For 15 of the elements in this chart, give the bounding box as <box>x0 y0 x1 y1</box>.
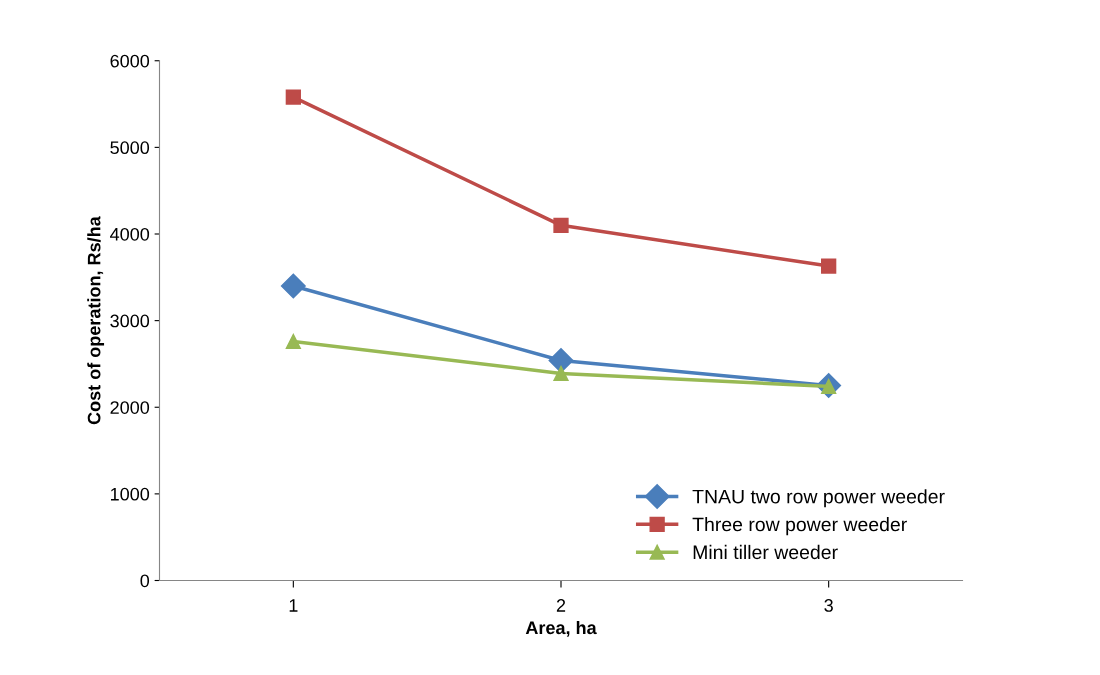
legend-label: Three row power weeder <box>692 517 907 536</box>
x-tick-label: 2 <box>556 599 566 612</box>
y-tick-label: 4000 <box>110 227 150 241</box>
x-axis-title: Area, ha <box>525 620 597 637</box>
x-tick-label: 3 <box>824 599 833 612</box>
x-tick-label: 1 <box>289 599 298 612</box>
y-tick-label: 0 <box>140 574 150 588</box>
y-tick-label: 2000 <box>110 401 150 414</box>
legend-label: Mini tiller weeder <box>693 544 838 560</box>
legend-label: TNAU two row power weeder <box>692 489 945 508</box>
y-axis-title: Cost of operation, Rs/ha <box>87 216 105 425</box>
y-tick-label: 1000 <box>110 487 150 501</box>
y-tick-label: 3000 <box>110 314 150 328</box>
y-tick-label: 6000 <box>110 54 150 68</box>
y-tick-label: 5000 <box>110 141 150 155</box>
